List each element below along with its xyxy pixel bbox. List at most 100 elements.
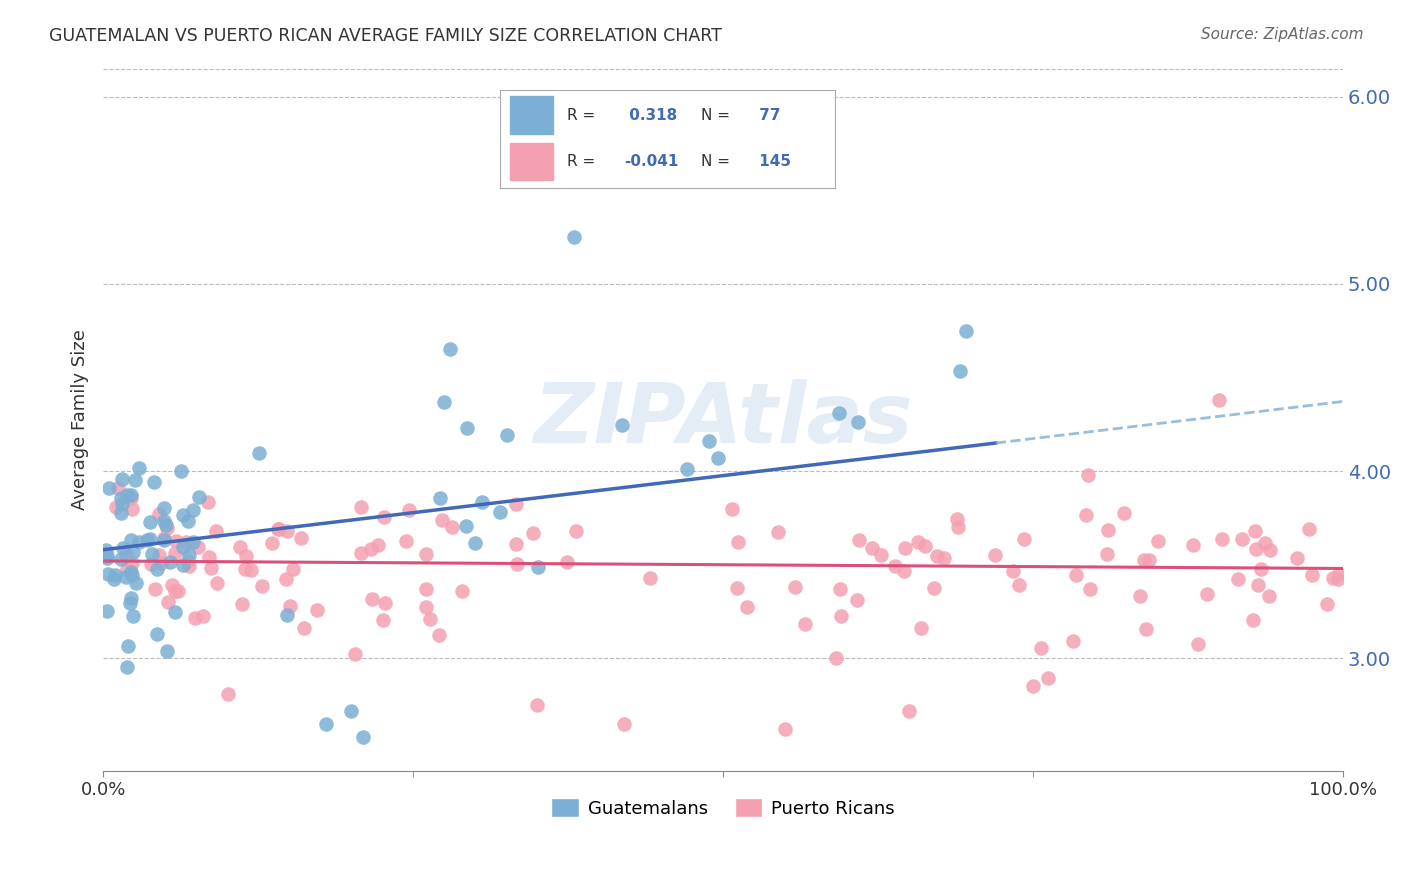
Point [267, 522, 290, 536]
Point [267, 522, 290, 536]
Point [1114, 506, 1136, 520]
Point [142, 475, 165, 489]
Point [830, 608, 852, 623]
Point [1095, 547, 1118, 561]
Point [283, 562, 305, 576]
Point [340, 704, 363, 718]
Point [1077, 467, 1099, 482]
Point [125, 575, 148, 590]
Point [506, 557, 529, 571]
Point [146, 562, 169, 576]
Point [1097, 523, 1119, 537]
Point [1022, 680, 1045, 694]
Point [117, 639, 139, 653]
Point [114, 548, 136, 562]
Point [156, 644, 179, 658]
Point [239, 563, 262, 577]
Point [773, 723, 796, 737]
Point [278, 599, 301, 614]
Point [433, 395, 456, 409]
Point [165, 546, 187, 560]
Point [353, 730, 375, 744]
Point [204, 524, 226, 539]
Point [120, 565, 142, 579]
Point [172, 558, 194, 573]
Point [111, 541, 134, 555]
Point [315, 717, 337, 731]
Point [1285, 550, 1308, 565]
Point [141, 547, 163, 561]
Point [115, 660, 138, 674]
Point [124, 473, 146, 487]
Point [1187, 637, 1209, 651]
Point [155, 518, 177, 533]
Point [153, 514, 176, 528]
Point [1258, 542, 1281, 557]
Point [197, 495, 219, 509]
Point [181, 534, 204, 549]
Point [305, 603, 328, 617]
Point [415, 600, 437, 615]
Point [128, 535, 150, 549]
Point [526, 698, 548, 713]
Point [456, 519, 478, 533]
Point [96, 550, 118, 565]
Point [1074, 508, 1097, 522]
Point [1208, 392, 1230, 407]
Point [163, 606, 186, 620]
Point [360, 541, 382, 556]
Point [177, 514, 200, 528]
Point [111, 472, 134, 486]
Point [120, 591, 142, 605]
Point [505, 537, 527, 551]
Point [217, 687, 239, 701]
Point [418, 612, 440, 626]
Point [505, 497, 527, 511]
Point [1062, 634, 1084, 648]
Point [115, 562, 138, 576]
Point [141, 557, 163, 571]
Point [343, 648, 366, 662]
Point [828, 406, 851, 420]
Point [121, 608, 143, 623]
Point [274, 572, 297, 586]
Point [846, 593, 869, 607]
Point [139, 515, 162, 529]
Point [110, 491, 132, 505]
Point [1298, 523, 1320, 537]
Point [907, 534, 929, 549]
Legend: Guatemalans, Puerto Ricans: Guatemalans, Puerto Ricans [544, 791, 901, 825]
Point [148, 549, 170, 563]
Point [464, 536, 486, 550]
Point [150, 557, 173, 571]
Point [121, 501, 143, 516]
Point [135, 533, 157, 547]
Point [1078, 582, 1101, 596]
Point [96, 549, 118, 563]
Point [1244, 542, 1267, 557]
Point [247, 446, 270, 460]
Point [955, 325, 977, 339]
Point [766, 525, 789, 540]
Point [946, 520, 969, 534]
Point [156, 521, 179, 535]
Point [555, 555, 578, 569]
Point [1211, 532, 1233, 546]
Point [914, 539, 936, 553]
Point [922, 581, 945, 595]
Point [170, 464, 193, 478]
Point [949, 364, 972, 378]
Point [725, 581, 748, 595]
Point [1241, 613, 1264, 627]
Point [613, 717, 636, 731]
Point [177, 559, 200, 574]
Point [290, 531, 312, 545]
Point [395, 533, 418, 548]
Point [115, 488, 138, 502]
Point [697, 434, 720, 448]
Point [122, 545, 145, 559]
Point [398, 503, 420, 517]
Point [1132, 553, 1154, 567]
Point [157, 595, 180, 609]
Point [1182, 538, 1205, 552]
